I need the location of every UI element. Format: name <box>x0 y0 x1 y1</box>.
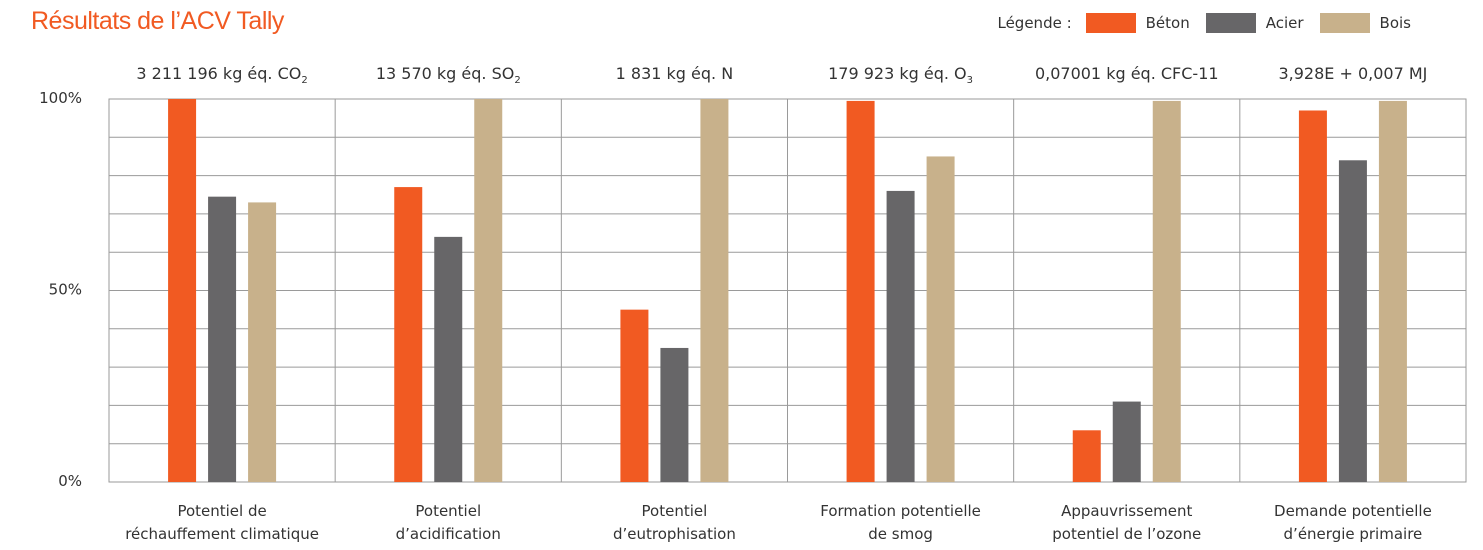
bar-bton-1 <box>168 99 197 482</box>
legend-swatch-acier <box>1205 13 1256 33</box>
y-tick-label: 0% <box>58 472 82 490</box>
y-tick-label: 100% <box>39 89 82 107</box>
top-value-label: 179 923 kg éq. O3 <box>828 64 973 86</box>
category-label: Potentiel de <box>177 502 266 520</box>
top-value-label: 0,07001 kg éq. CFC-11 <box>1035 64 1219 83</box>
bar-acier-4 <box>886 190 915 483</box>
bar-bton-5 <box>1072 430 1101 482</box>
category-label: Appauvrissement <box>1061 502 1192 520</box>
bar-bois-3 <box>700 99 729 482</box>
top-value-label: 3,928E + 0,007 MJ <box>1278 64 1427 83</box>
bar-acier-1 <box>208 196 237 483</box>
bar-bois-4 <box>926 156 955 482</box>
category-label: Formation potentielle <box>820 502 981 520</box>
legend-item-bois: Bois <box>1319 13 1423 33</box>
bar-bois-5 <box>1152 100 1181 482</box>
category-label: réchauffement climatique <box>125 525 319 543</box>
category-label: Potentiel <box>415 502 481 520</box>
bar-acier-3 <box>660 347 689 482</box>
category-label: de smog <box>868 525 933 543</box>
category-label: potentiel de l’ozone <box>1052 525 1201 543</box>
legend-text-bois: Bois <box>1379 14 1411 32</box>
legend-item-beton: Béton <box>1085 13 1202 33</box>
legend-swatch-beton <box>1085 13 1136 33</box>
bar-bton-6 <box>1298 110 1327 483</box>
legend-text-beton: Béton <box>1145 14 1190 32</box>
category-label: Demande potentielle <box>1274 502 1432 520</box>
top-value-label: 3 211 196 kg éq. CO2 <box>136 64 307 86</box>
legend-item-acier: Acier <box>1205 13 1316 33</box>
category-label: d’acidification <box>396 525 501 543</box>
legend-label: Légende : <box>997 14 1072 32</box>
category-label: Potentiel <box>642 502 708 520</box>
bar-acier-5 <box>1112 401 1141 482</box>
plot-frame <box>108 98 1467 483</box>
legend: Légende : Béton Acier Bois <box>997 13 1423 33</box>
top-value-label: 1 831 kg éq. N <box>616 64 734 83</box>
bar-bton-2 <box>394 187 423 482</box>
bar-bois-6 <box>1378 100 1407 482</box>
chart-title: Résultats de l’ACV Tally <box>31 7 284 35</box>
bar-bois-1 <box>248 202 277 482</box>
legend-swatch-bois <box>1319 13 1370 33</box>
top-value-label: 13 570 kg éq. SO2 <box>376 64 521 86</box>
legend-text-acier: Acier <box>1265 14 1304 32</box>
y-tick-label: 50% <box>49 281 82 299</box>
bar-bois-2 <box>474 99 503 482</box>
bar-acier-6 <box>1338 160 1367 482</box>
bar-bton-4 <box>846 100 875 482</box>
bar-bton-3 <box>620 309 649 482</box>
category-label: d’énergie primaire <box>1284 525 1423 543</box>
bar-acier-2 <box>434 236 463 482</box>
category-label: d’eutrophisation <box>613 525 736 543</box>
